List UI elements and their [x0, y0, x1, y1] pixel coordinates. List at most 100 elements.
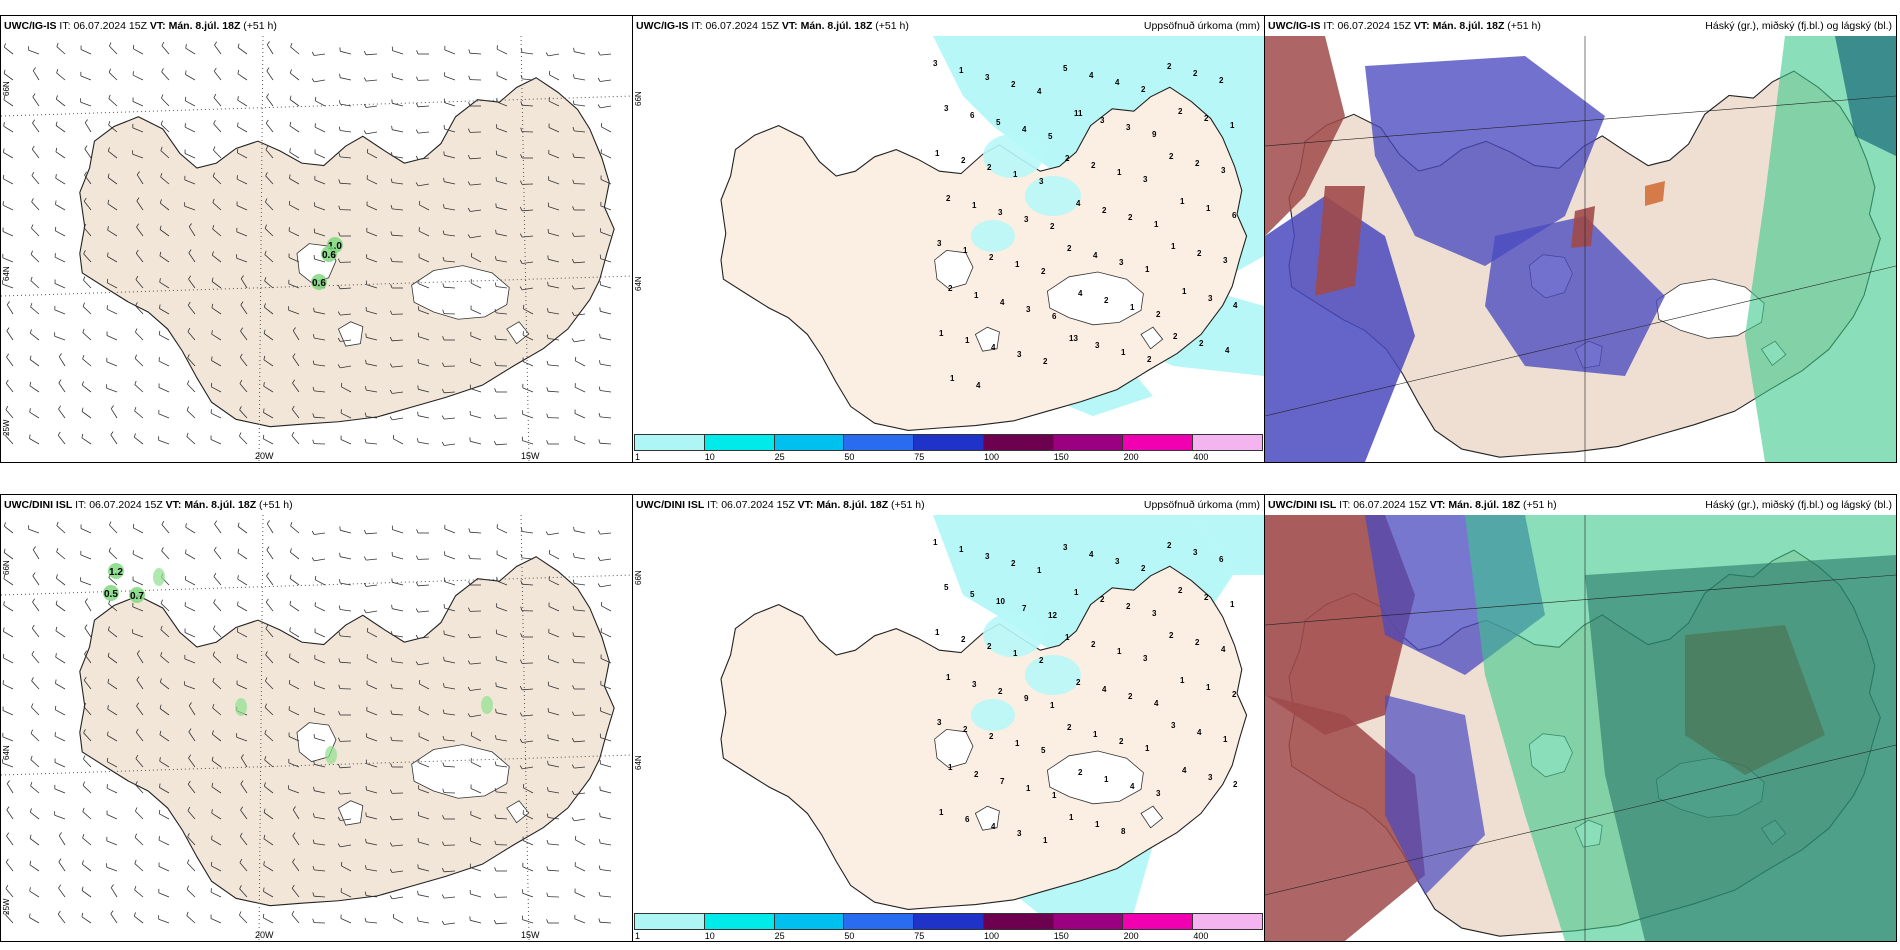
- map-area[interactable]: [1265, 36, 1896, 462]
- wind-barb-feather: [494, 335, 497, 340]
- precip-value: 4: [1000, 298, 1005, 307]
- wind-barb: [29, 838, 40, 846]
- panel-ig-is-wind[interactable]: UWC/IG-IS IT: 06.07.2024 15Z VT: Mán. 8.…: [0, 15, 633, 463]
- wind-barb-feather: [390, 683, 393, 689]
- wind-barb-feather: [265, 172, 268, 176]
- legend-tick: 400: [1193, 931, 1209, 941]
- it-label: IT:: [75, 499, 87, 511]
- glacier-outline: [411, 265, 510, 320]
- wind-barb-feather: [31, 677, 34, 681]
- wind-barb-feather: [187, 327, 191, 332]
- wind-barb: [83, 227, 92, 237]
- precip-value: 2: [1173, 332, 1178, 341]
- panel-dini-clouds[interactable]: UWC/DINI ISL IT: 06.07.2024 15Z VT: Mán.…: [1264, 494, 1897, 942]
- wind-barb: [32, 122, 40, 133]
- wind-barb: [548, 790, 560, 794]
- wind-barb: [134, 863, 144, 872]
- model-name: UWC/IG-IS: [4, 20, 57, 32]
- wind-barb: [158, 918, 170, 924]
- wind-barb-feather: [519, 712, 523, 717]
- wind-barb: [600, 179, 612, 185]
- wind-barb: [84, 174, 92, 185]
- precip-value: 2: [1204, 114, 1209, 123]
- wind-barb-feather: [135, 807, 138, 812]
- map-area[interactable]: 3 1 3 2 4 5 4 4 2 2 2 2 3 6 5 4 5 11 3 3 9 2 2 1 1 2 2 1 3 2 2 1 3 2 2 3 2 1 3…: [633, 36, 1264, 462]
- wind-barb: [444, 128, 456, 133]
- wind-barb: [444, 896, 456, 899]
- wind-barb-feather: [494, 840, 497, 845]
- wind-barb: [57, 435, 66, 445]
- lead-time: (+51 h): [1523, 499, 1557, 511]
- glacier-outline: [1140, 326, 1164, 350]
- precip-value: 1: [1121, 348, 1126, 357]
- wind-barb-feather: [546, 440, 549, 445]
- wind-barb-feather: [468, 528, 471, 533]
- map-area[interactable]: 1.0 0.6 0.6 20W 15W 66N 64N 25W: [1, 36, 632, 462]
- wind-barb-feather: [598, 918, 601, 923]
- wind-barb: [289, 578, 300, 586]
- panel-dini-wind[interactable]: UWC/DINI ISL IT: 06.07.2024 15Z VT: Mán.…: [0, 494, 633, 942]
- wind-barb-feather: [468, 607, 471, 612]
- wind-barb-feather: [240, 754, 244, 758]
- wind-barb: [574, 792, 586, 795]
- precip-area: [971, 699, 1015, 731]
- wind-barb: [340, 439, 352, 445]
- wind-barb-feather: [520, 606, 523, 611]
- legend-swatch: [1193, 435, 1263, 450]
- graticule-line: [1265, 574, 1896, 626]
- wind-barb: [522, 531, 534, 534]
- wind-barb-feather: [239, 858, 243, 863]
- precip-value: 4: [1102, 685, 1107, 694]
- precip-value: 2: [1011, 80, 1016, 89]
- panel-ig-is-precip[interactable]: UWC/IG-IS IT: 06.07.2024 15Z VT: Mán. 8.…: [632, 15, 1265, 463]
- wind-barb: [340, 529, 352, 534]
- precip-value: 3: [1100, 116, 1105, 125]
- wind-barb-feather: [159, 783, 161, 788]
- precip-value: 1: [1206, 204, 1211, 213]
- precip-value: 7: [1022, 604, 1027, 613]
- wind-barb: [291, 435, 300, 445]
- precip-value: 5: [944, 583, 949, 592]
- wind-barb: [214, 523, 222, 534]
- wind-barb-feather: [188, 728, 192, 733]
- wind-barb-feather: [55, 574, 58, 579]
- wind-barb: [549, 553, 560, 560]
- map-area[interactable]: 1.2 0.5 0.7 20W 15W 66N 64N 25W: [1, 515, 632, 941]
- precip-value: 9: [1152, 130, 1157, 139]
- map-area[interactable]: 1 1 3 2 1 3 4 3 2 2 3 6 5 5 10 7 12 1 2 2 3 2 2 1 1 2 2 1 2 1 2 1 3 2 2 4 1 3…: [633, 515, 1264, 941]
- wind-barb-feather: [363, 529, 367, 534]
- wind-barb-feather: [55, 200, 57, 205]
- wind-barb-feather: [159, 730, 162, 735]
- wind-barb: [288, 709, 300, 716]
- wind-barb: [444, 443, 456, 446]
- wind-barb: [314, 869, 326, 872]
- wind-barb-feather: [519, 259, 523, 264]
- panel-ig-is-clouds[interactable]: UWC/IG-IS IT: 06.07.2024 15Z VT: Mán. 8.…: [1264, 15, 1897, 463]
- precip-value: 0.7: [130, 591, 144, 602]
- wind-barb: [418, 415, 430, 419]
- wind-barb: [366, 310, 378, 315]
- wind-barb: [136, 679, 144, 690]
- wind-barb-feather: [417, 438, 419, 443]
- wind-barb-feather: [416, 50, 419, 55]
- wind-barb-feather: [5, 911, 8, 915]
- wind-barb: [392, 529, 404, 534]
- wind-barb-feather: [82, 781, 85, 786]
- wind-barb: [573, 261, 586, 264]
- map-area[interactable]: [1265, 515, 1896, 941]
- wind-barb: [496, 633, 508, 638]
- lat-label: 64N: [634, 276, 643, 291]
- precip-value: 2: [1167, 62, 1172, 71]
- legend-tick: 25: [774, 452, 785, 462]
- wind-barb: [599, 921, 612, 924]
- wind-barb-feather: [443, 656, 445, 661]
- wind-barb: [521, 583, 534, 586]
- wind-barb: [392, 76, 404, 81]
- wind-barb-feather: [81, 886, 84, 891]
- wind-barb-feather: [572, 179, 575, 184]
- wind-barb: [292, 330, 300, 341]
- wind-barb: [600, 310, 612, 315]
- panel-dini-precip[interactable]: UWC/DINI ISL IT: 06.07.2024 15Z VT: Mán.…: [632, 494, 1265, 942]
- wind-barb: [29, 890, 40, 898]
- panel-header: UWC/DINI ISL IT: 06.07.2024 15Z VT: Mán.…: [1, 495, 632, 515]
